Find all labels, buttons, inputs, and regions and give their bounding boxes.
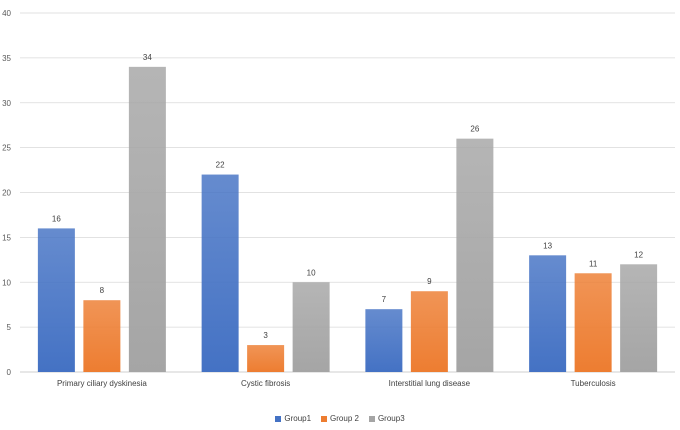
category-label: Cystic fibrosis	[241, 379, 290, 388]
legend-swatch	[368, 415, 375, 422]
y-tick-label: 10	[2, 278, 11, 287]
y-tick-label: 20	[2, 189, 11, 198]
data-labels: 16 8 34 22 3 10 7 9 26 13 11 12	[52, 53, 644, 340]
data-label: 12	[634, 250, 643, 259]
data-label: 26	[470, 125, 479, 134]
legend: Group1 Group 2 Group3	[0, 414, 680, 423]
legend-label: Group 2	[330, 414, 359, 423]
y-tick-label: 0	[7, 368, 12, 377]
legend-swatch	[321, 415, 328, 422]
data-label: 8	[100, 286, 105, 295]
y-tick-label: 30	[2, 99, 11, 108]
bar-group1	[529, 255, 567, 372]
data-label: 16	[52, 214, 61, 223]
y-tick-label: 40	[2, 9, 11, 18]
bars	[37, 66, 658, 372]
bar-group-2	[410, 291, 448, 372]
y-tick-label: 25	[2, 144, 11, 153]
x-axis-categories: Primary ciliary dyskinesia Cystic fibrosi…	[57, 379, 616, 388]
legend-swatch	[275, 415, 282, 422]
bar-group-2	[83, 300, 121, 372]
legend-item: Group1	[275, 414, 311, 423]
bar-group1	[201, 174, 239, 372]
y-tick-label: 5	[7, 323, 12, 332]
bar-group-2	[247, 345, 285, 372]
y-tick-label: 15	[2, 233, 11, 242]
category-label: Primary ciliary dyskinesia	[57, 379, 147, 388]
data-label: 13	[543, 241, 552, 250]
bar-group1	[37, 228, 75, 372]
data-label: 9	[427, 277, 432, 286]
legend-item: Group 2	[321, 414, 359, 423]
bar-group1	[365, 309, 403, 372]
category-label: Interstitial lung disease	[389, 379, 471, 388]
legend-item: Group3	[368, 414, 405, 423]
bar-group3	[620, 264, 658, 372]
bar-group3	[292, 282, 330, 372]
y-tick-label: 35	[2, 54, 11, 63]
legend-label: Group1	[284, 414, 312, 423]
bar-group-2	[574, 273, 612, 372]
category-label: Tuberculosis	[571, 379, 616, 388]
data-label: 3	[263, 331, 268, 340]
data-label: 34	[143, 53, 152, 62]
y-axis-ticks: 0 5 10 15 20 25 30 35 40	[2, 9, 11, 377]
data-label: 10	[307, 268, 316, 277]
bar-group3	[128, 66, 166, 372]
data-label: 7	[382, 295, 387, 304]
data-label: 11	[589, 259, 598, 268]
bar-group3	[456, 138, 494, 372]
data-label: 22	[216, 161, 225, 170]
legend-label: Group3	[377, 414, 405, 423]
